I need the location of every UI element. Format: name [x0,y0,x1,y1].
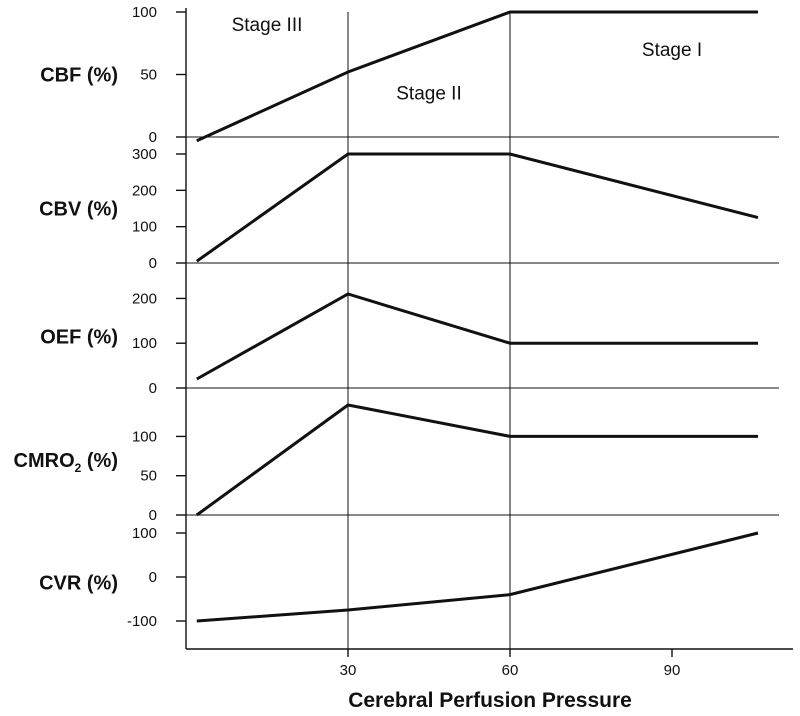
panel-cbv: 0 100 200 300 CBV (%) [39,146,759,272]
y-tick-label: 0 [149,129,157,146]
x-tick-label: 60 [502,662,519,679]
y-tick-label: 100 [132,428,157,445]
y-tick-label: 50 [140,67,157,84]
y-tick-label: 200 [132,290,157,307]
panel-label-oef: OEF (%) [40,327,118,349]
series-line-cbv [195,152,759,263]
panel-label-cbf: CBF (%) [40,65,118,87]
stage-label-3: Stage I [642,40,702,61]
panel-label-cmro2: CMRO2 (%) [14,450,118,475]
y-tick-label: 0 [149,380,157,397]
x-axis-title: Cerebral Perfusion Pressure [348,689,632,712]
panel-label-cbv: CBV (%) [39,199,118,221]
panel-cmro2: 0 50 100 CMRO2 (%) [14,403,758,524]
y-tick-label: -100 [127,613,157,630]
y-tick-label: 0 [149,255,157,272]
y-tick-label: 50 [140,468,157,485]
stage-divider-lines [185,8,779,649]
series-line-oef [196,292,758,381]
y-tick-label: 0 [149,569,157,586]
y-tick-label: 100 [132,219,157,236]
y-tick-label: 100 [132,4,157,21]
y-tick-label: 300 [132,146,157,163]
panel-label-cvr: CVR (%) [39,573,118,595]
series-line-cvr [196,531,759,623]
panel-oef: 0 100 200 OEF (%) [40,290,758,397]
y-tick-label: 200 [132,182,157,199]
stage-label-1: Stage III [232,15,303,36]
y-tick-label: 100 [132,525,157,542]
panel-cbf: 0 50 100 CBF (%) [40,4,758,146]
stage-labels: Stage III Stage II Stage I [232,15,703,105]
stage-label-2: Stage II [396,84,462,105]
x-axis: 306090120 [186,648,793,679]
x-tick-label: 90 [664,662,681,679]
x-tick-label: 30 [340,662,357,679]
y-tick-label: 0 [149,507,157,524]
panel-cvr: -100 0 100 CVR (%) [39,525,759,630]
series-line-cbf [196,10,758,143]
y-tick-label: 100 [132,335,157,352]
series-line-cmro2 [195,403,758,517]
